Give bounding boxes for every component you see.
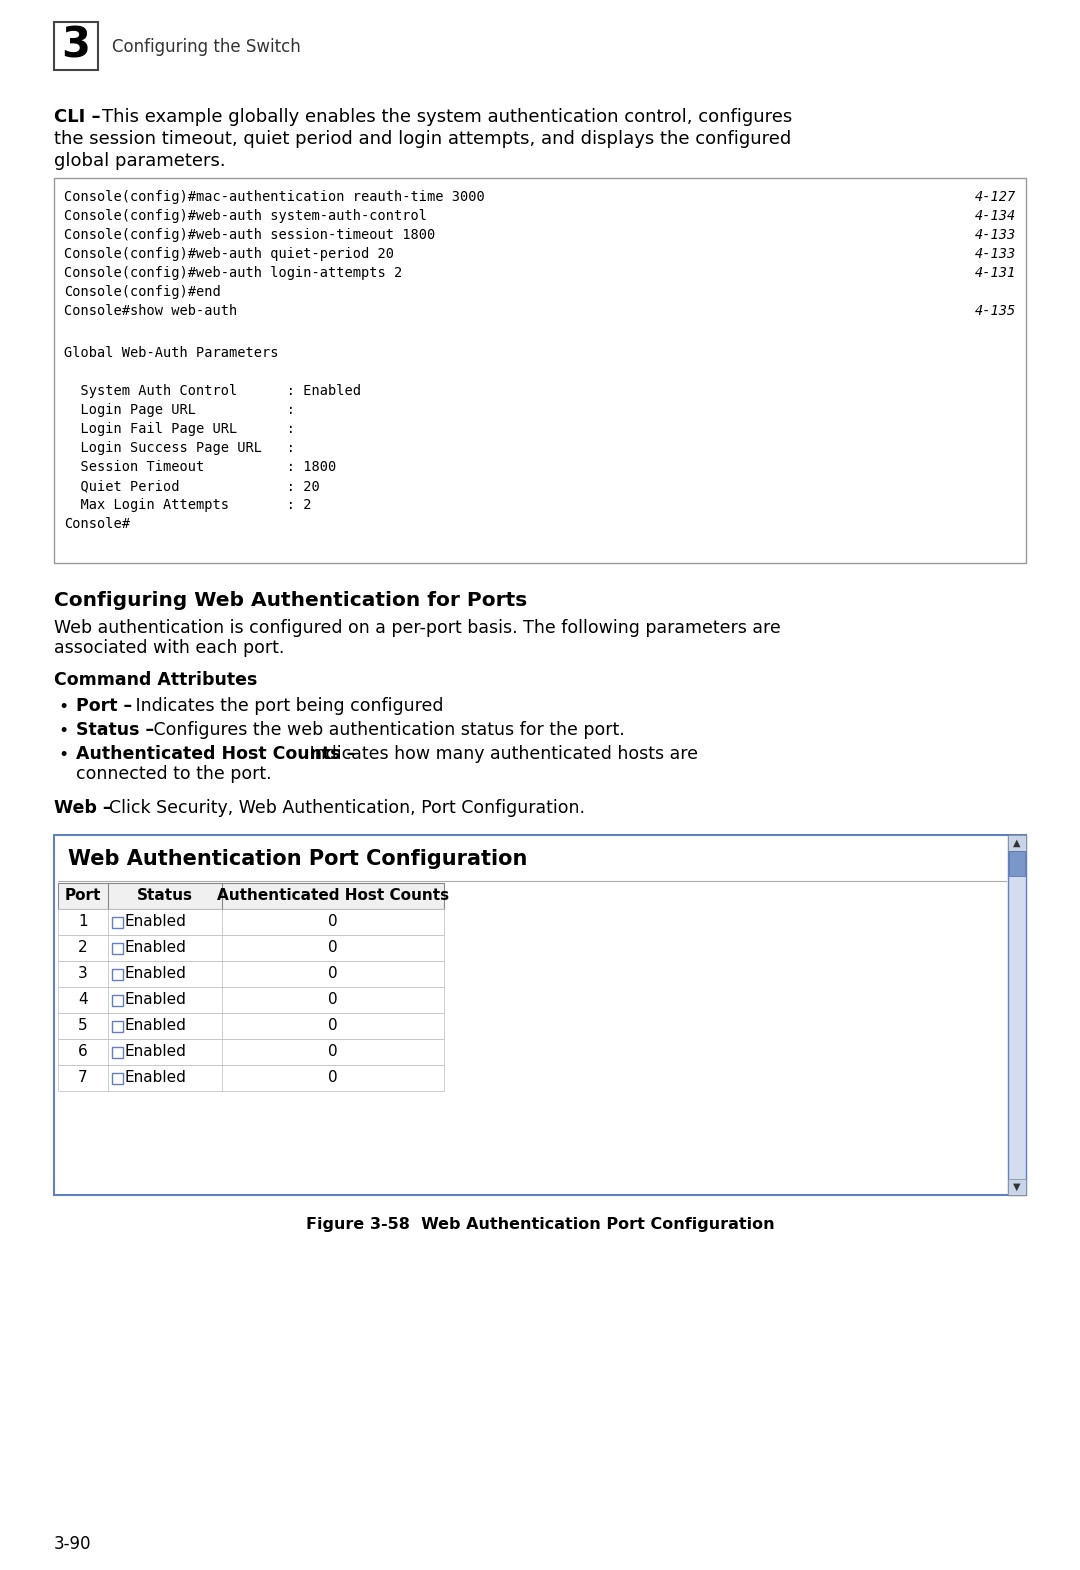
Text: 0: 0: [328, 1044, 338, 1060]
Text: Enabled: Enabled: [125, 967, 187, 981]
Bar: [58, 1013, 444, 1039]
Text: Console(config)#web-auth session-timeout 1800: Console(config)#web-auth session-timeout…: [64, 228, 435, 242]
Bar: [112, 1020, 123, 1031]
Text: Console#show web-auth: Console#show web-auth: [64, 305, 238, 319]
Text: 0: 0: [328, 1071, 338, 1085]
Text: Console(config)#web-auth system-auth-control: Console(config)#web-auth system-auth-con…: [64, 209, 427, 223]
Bar: [112, 969, 123, 980]
Bar: [1008, 835, 1026, 851]
Text: Enabled: Enabled: [125, 1071, 187, 1085]
Text: 0: 0: [328, 914, 338, 929]
Text: 4-131: 4-131: [975, 265, 1016, 279]
Text: Console(config)#web-auth quiet-period 20: Console(config)#web-auth quiet-period 20: [64, 246, 394, 261]
Text: Login Page URL           :: Login Page URL :: [64, 403, 295, 418]
Text: Status –: Status –: [76, 721, 154, 739]
Text: 0: 0: [328, 1019, 338, 1033]
Bar: [112, 994, 123, 1005]
Text: 3-90: 3-90: [54, 1535, 92, 1553]
Bar: [54, 177, 1026, 564]
Text: Figure 3-58  Web Authentication Port Configuration: Figure 3-58 Web Authentication Port Conf…: [306, 1217, 774, 1232]
Bar: [1008, 1179, 1026, 1195]
Text: 4: 4: [78, 992, 87, 1008]
Text: Configures the web authentication status for the port.: Configures the web authentication status…: [148, 721, 624, 739]
Text: Global Web-Auth Parameters: Global Web-Auth Parameters: [64, 345, 279, 360]
Bar: [54, 22, 98, 71]
Text: •: •: [58, 699, 68, 716]
Text: associated with each port.: associated with each port.: [54, 639, 284, 656]
Text: Click Security, Web Authentication, Port Configuration.: Click Security, Web Authentication, Port…: [109, 799, 585, 816]
Text: Web –: Web –: [54, 799, 111, 816]
Text: •: •: [58, 746, 68, 765]
Bar: [58, 909, 444, 936]
Text: 2: 2: [78, 940, 87, 956]
Text: Configuring Web Authentication for Ports: Configuring Web Authentication for Ports: [54, 590, 527, 611]
Text: Session Timeout          : 1800: Session Timeout : 1800: [64, 460, 336, 474]
Text: Web Authentication Port Configuration: Web Authentication Port Configuration: [68, 849, 527, 870]
Bar: [112, 1047, 123, 1058]
Bar: [112, 1072, 123, 1083]
Bar: [58, 882, 444, 909]
Text: Quiet Period             : 20: Quiet Period : 20: [64, 479, 320, 493]
Text: Console(config)#end: Console(config)#end: [64, 286, 220, 298]
Text: ▲: ▲: [1013, 838, 1021, 848]
Text: 3: 3: [78, 967, 87, 981]
Text: Authenticated Host Counts: Authenticated Host Counts: [217, 889, 449, 903]
Bar: [1009, 851, 1025, 876]
Text: 4-133: 4-133: [975, 228, 1016, 242]
Text: Indicates how many authenticated hosts are: Indicates how many authenticated hosts a…: [303, 746, 698, 763]
Text: 0: 0: [328, 992, 338, 1008]
Text: 7: 7: [78, 1071, 87, 1085]
Text: Configuring the Switch: Configuring the Switch: [112, 38, 300, 57]
Text: the session timeout, quiet period and login attempts, and displays the configure: the session timeout, quiet period and lo…: [54, 130, 792, 148]
Text: Indicates the port being configured: Indicates the port being configured: [130, 697, 444, 714]
Text: 4-127: 4-127: [975, 190, 1016, 204]
Text: Enabled: Enabled: [125, 940, 187, 956]
Text: Login Success Page URL   :: Login Success Page URL :: [64, 441, 295, 455]
Text: Command Attributes: Command Attributes: [54, 670, 257, 689]
Text: •: •: [58, 722, 68, 739]
Bar: [58, 936, 444, 961]
Text: Port –: Port –: [76, 697, 132, 714]
Text: Console(config)#web-auth login-attempts 2: Console(config)#web-auth login-attempts …: [64, 265, 402, 279]
Text: Enabled: Enabled: [125, 1044, 187, 1060]
Text: 4-133: 4-133: [975, 246, 1016, 261]
Text: System Auth Control      : Enabled: System Auth Control : Enabled: [64, 385, 361, 399]
Bar: [58, 1039, 444, 1064]
Text: 5: 5: [78, 1019, 87, 1033]
Text: This example globally enables the system authentication control, configures: This example globally enables the system…: [102, 108, 793, 126]
Text: Status: Status: [137, 889, 193, 903]
Text: 6: 6: [78, 1044, 87, 1060]
Bar: [58, 961, 444, 988]
Bar: [112, 917, 123, 928]
Text: Enabled: Enabled: [125, 992, 187, 1008]
Text: Console#: Console#: [64, 517, 130, 531]
Bar: [54, 835, 1026, 1195]
Text: 3: 3: [62, 25, 91, 68]
Text: 0: 0: [328, 940, 338, 956]
Text: Enabled: Enabled: [125, 1019, 187, 1033]
Text: 1: 1: [78, 914, 87, 929]
Text: 4-135: 4-135: [975, 305, 1016, 319]
Text: 4-134: 4-134: [975, 209, 1016, 223]
Text: ▼: ▼: [1013, 1182, 1021, 1192]
Text: Port: Port: [65, 889, 102, 903]
Bar: [112, 942, 123, 953]
Text: Web authentication is configured on a per-port basis. The following parameters a: Web authentication is configured on a pe…: [54, 619, 781, 637]
Text: Authenticated Host Counts –: Authenticated Host Counts –: [76, 746, 355, 763]
Text: connected to the port.: connected to the port.: [76, 765, 272, 783]
Bar: [58, 988, 444, 1013]
Text: 0: 0: [328, 967, 338, 981]
Bar: [1008, 835, 1026, 1195]
Text: Enabled: Enabled: [125, 914, 187, 929]
Text: Login Fail Page URL      :: Login Fail Page URL :: [64, 422, 295, 436]
Text: CLI –: CLI –: [54, 108, 100, 126]
Text: Console(config)#mac-authentication reauth-time 3000: Console(config)#mac-authentication reaut…: [64, 190, 485, 204]
Bar: [58, 1064, 444, 1091]
Text: Max Login Attempts       : 2: Max Login Attempts : 2: [64, 498, 311, 512]
Text: global parameters.: global parameters.: [54, 152, 226, 170]
